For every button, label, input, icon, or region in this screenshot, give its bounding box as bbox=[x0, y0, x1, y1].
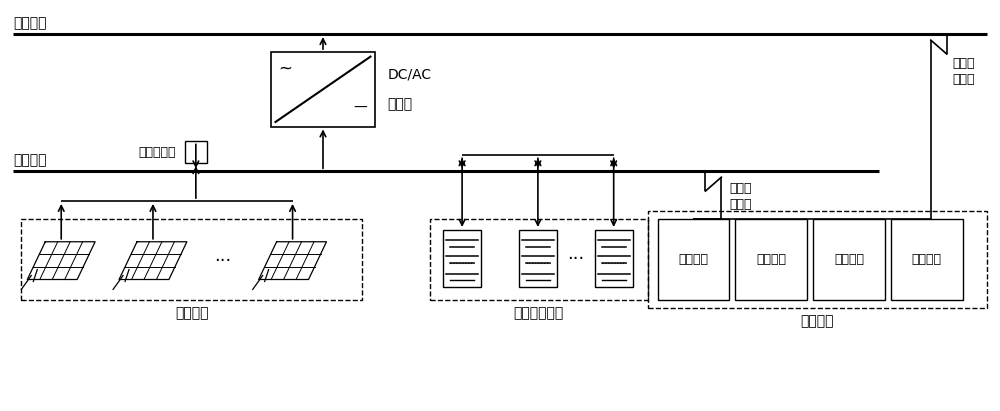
Bar bbox=[519, 230, 557, 287]
Text: 交流母线: 交流母线 bbox=[13, 16, 47, 30]
Bar bbox=[648, 211, 987, 308]
Text: 交流负
荷开关: 交流负 荷开关 bbox=[953, 58, 975, 86]
Text: —: — bbox=[354, 101, 367, 115]
Text: ···: ··· bbox=[567, 249, 584, 268]
Text: 直流负荷: 直流负荷 bbox=[756, 253, 786, 266]
Text: 电力负荷: 电力负荷 bbox=[800, 314, 834, 328]
Text: 电池储能系统: 电池储能系统 bbox=[514, 306, 564, 320]
Bar bbox=[658, 219, 729, 300]
Bar bbox=[21, 219, 362, 300]
Bar bbox=[430, 219, 648, 300]
Text: 光伏系统: 光伏系统 bbox=[175, 306, 209, 320]
Text: 直流负荷: 直流负荷 bbox=[678, 253, 708, 266]
Text: 交流负荷: 交流负荷 bbox=[834, 253, 864, 266]
Bar bbox=[185, 141, 207, 163]
Text: 直流负
荷开关: 直流负 荷开关 bbox=[729, 182, 752, 210]
Text: 变流器: 变流器 bbox=[387, 97, 412, 111]
Text: ~: ~ bbox=[279, 60, 293, 78]
Bar bbox=[735, 219, 807, 300]
Bar bbox=[891, 219, 963, 300]
Text: 直流母线: 直流母线 bbox=[13, 153, 47, 167]
Bar bbox=[595, 230, 633, 287]
Bar bbox=[813, 219, 885, 300]
Bar bbox=[271, 52, 375, 127]
Text: 交流负荷: 交流负荷 bbox=[912, 253, 942, 266]
Text: 防逆流装置: 防逆流装置 bbox=[138, 146, 176, 159]
Text: DC/AC: DC/AC bbox=[387, 67, 431, 81]
Bar bbox=[443, 230, 481, 287]
Text: ···: ··· bbox=[214, 252, 231, 270]
